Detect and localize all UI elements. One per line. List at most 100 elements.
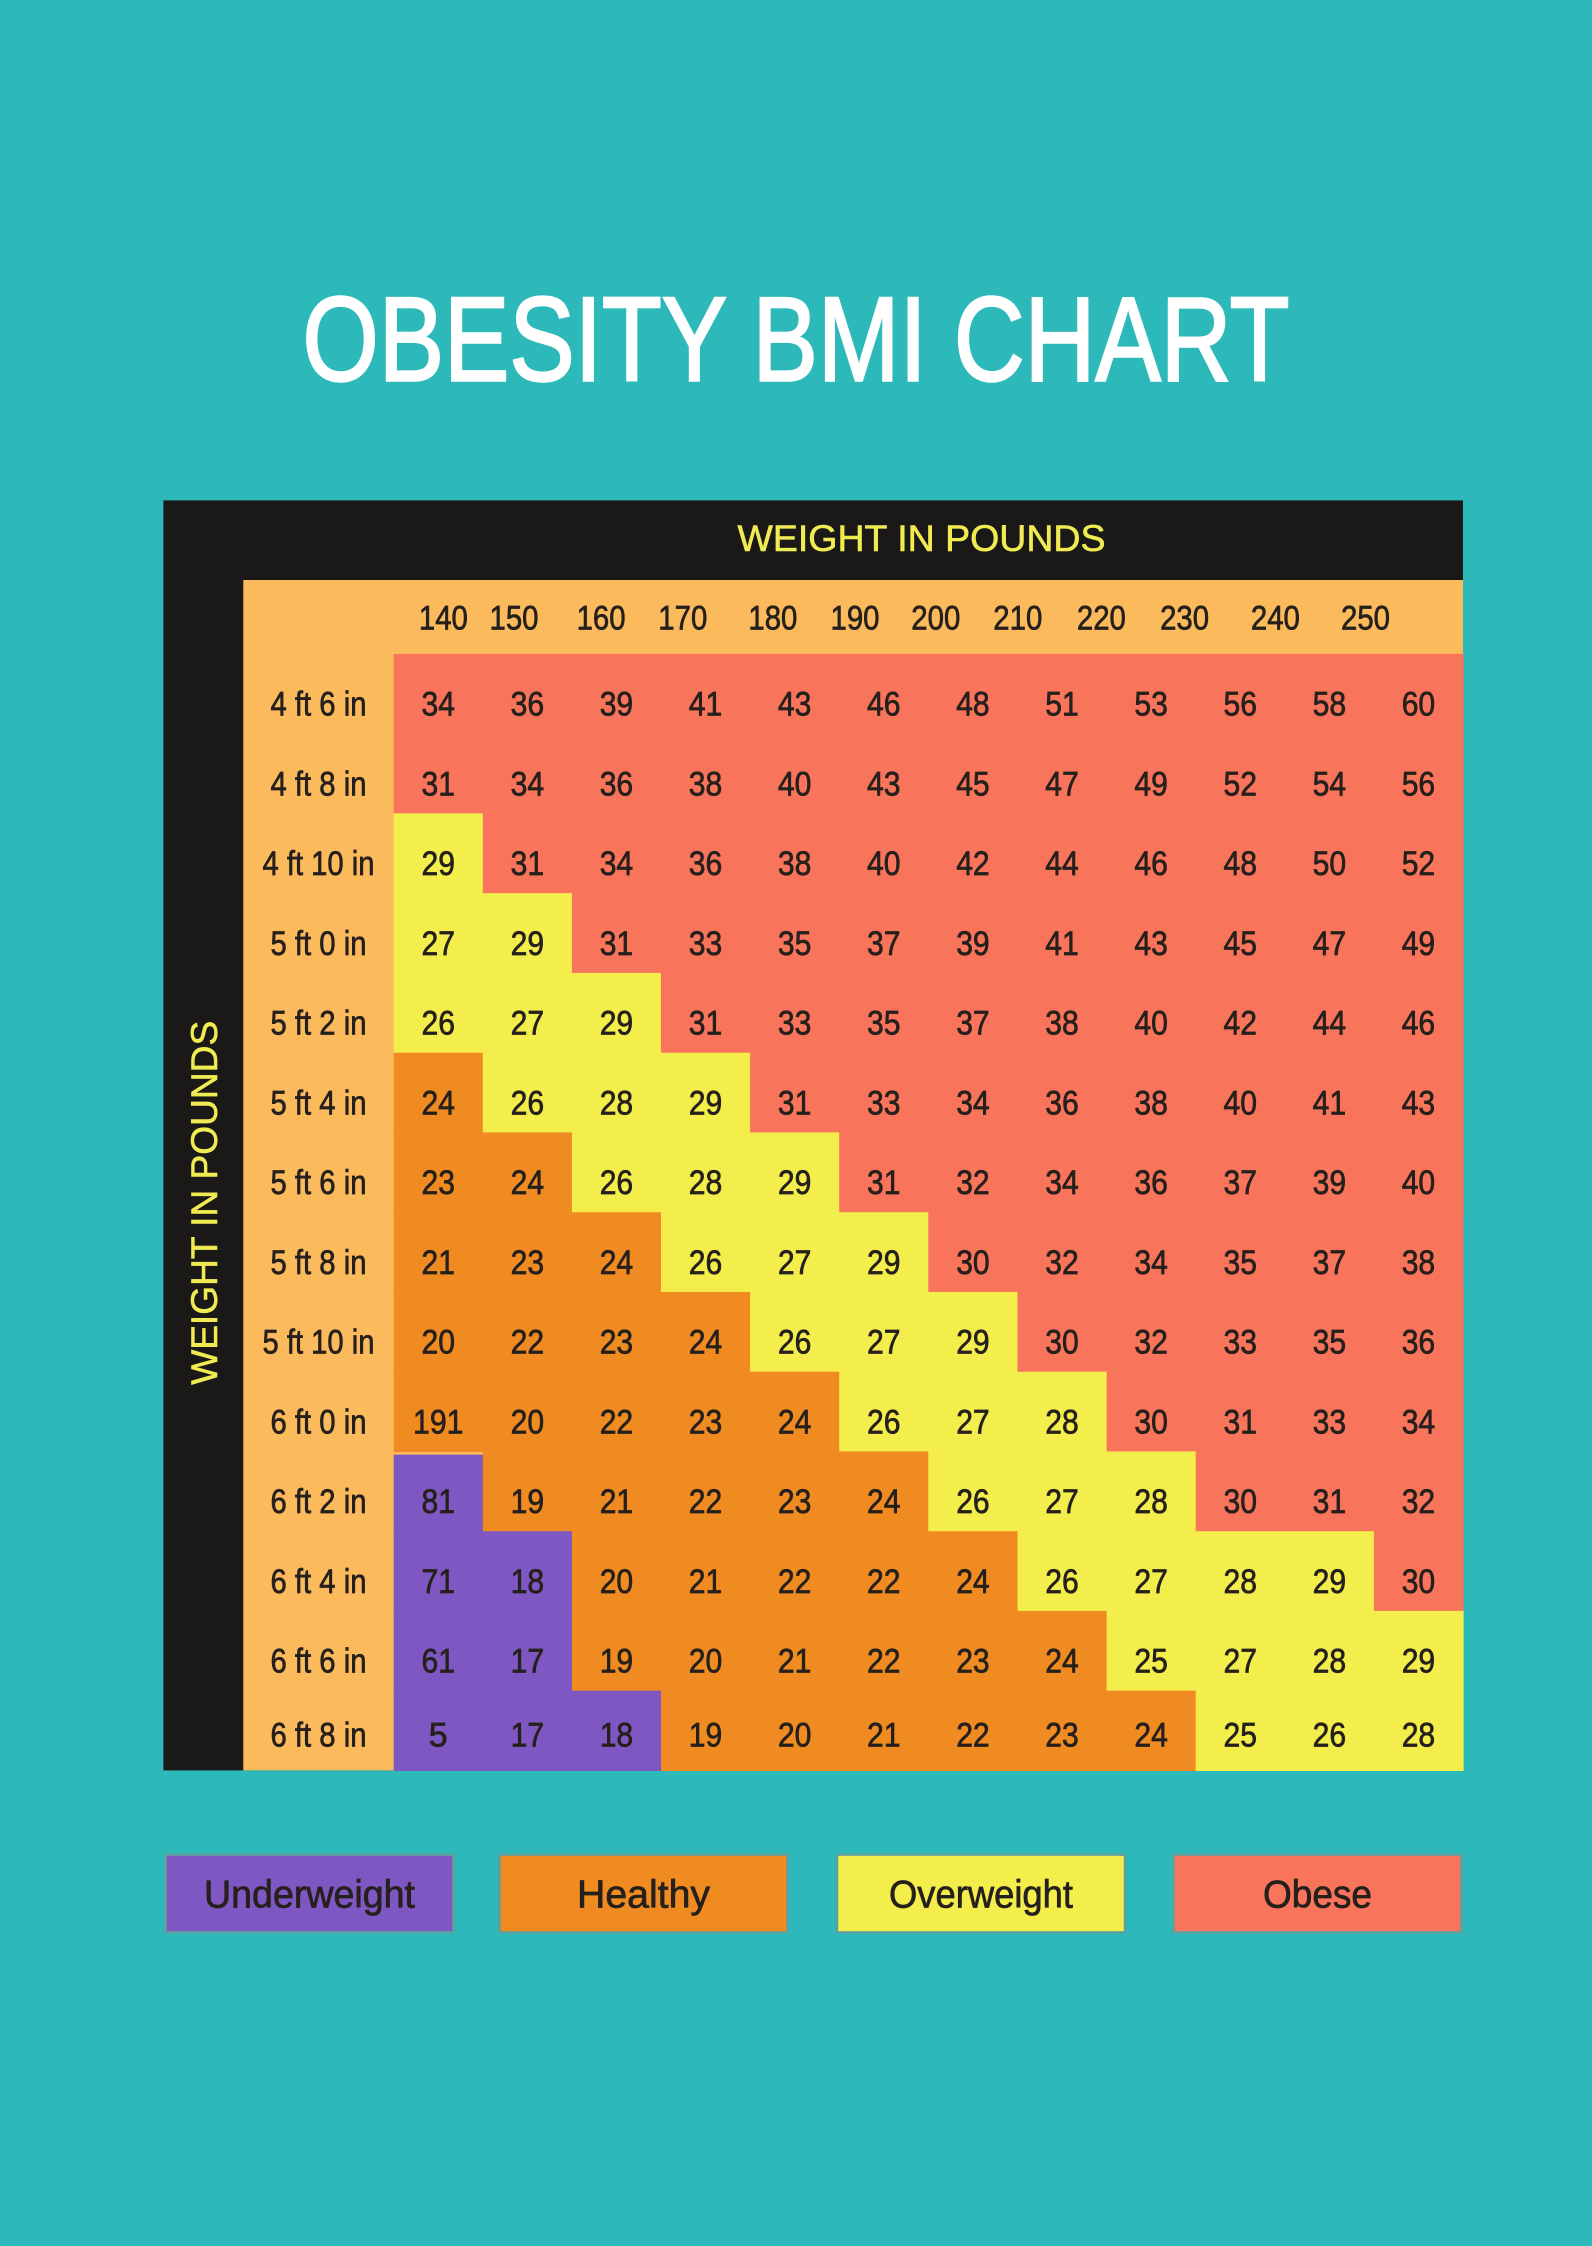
svg-text:52: 52 [1224, 765, 1258, 803]
svg-text:32: 32 [1402, 1483, 1436, 1521]
svg-text:29: 29 [1402, 1643, 1436, 1681]
svg-text:38: 38 [1045, 1005, 1079, 1043]
svg-text:28: 28 [689, 1164, 723, 1202]
svg-text:61: 61 [422, 1643, 456, 1681]
svg-text:36: 36 [689, 845, 723, 883]
svg-text:250: 250 [1341, 600, 1390, 638]
svg-text:191: 191 [413, 1404, 464, 1442]
svg-text:5: 5 [429, 1717, 448, 1755]
svg-text:46: 46 [1402, 1005, 1436, 1043]
svg-text:22: 22 [867, 1643, 901, 1681]
svg-text:31: 31 [689, 1005, 723, 1043]
svg-text:37: 37 [1313, 1244, 1347, 1282]
svg-text:170: 170 [658, 600, 707, 638]
svg-text:31: 31 [511, 845, 544, 883]
svg-text:38: 38 [1402, 1244, 1436, 1282]
svg-text:46: 46 [867, 686, 901, 724]
svg-text:29: 29 [778, 1164, 812, 1202]
svg-text:5 ft 2 in: 5 ft 2 in [271, 1005, 367, 1043]
svg-text:24: 24 [867, 1483, 901, 1521]
svg-text:28: 28 [1402, 1717, 1436, 1755]
svg-text:27: 27 [1224, 1643, 1258, 1681]
svg-text:24: 24 [778, 1404, 812, 1442]
svg-text:42: 42 [1224, 1005, 1258, 1043]
svg-text:40: 40 [867, 845, 901, 883]
svg-text:4 ft 8 in: 4 ft 8 in [271, 765, 367, 803]
svg-text:190: 190 [831, 600, 880, 638]
svg-text:23: 23 [422, 1164, 456, 1202]
svg-text:21: 21 [778, 1643, 812, 1681]
svg-text:46: 46 [1134, 845, 1168, 883]
svg-text:47: 47 [1313, 925, 1347, 963]
svg-text:37: 37 [956, 1005, 990, 1043]
svg-text:27: 27 [422, 925, 456, 963]
svg-text:28: 28 [600, 1085, 634, 1123]
svg-text:22: 22 [867, 1563, 901, 1601]
svg-text:34: 34 [1045, 1164, 1079, 1202]
svg-text:23: 23 [689, 1404, 723, 1442]
svg-text:230: 230 [1160, 600, 1209, 638]
svg-text:29: 29 [600, 1005, 634, 1043]
svg-text:30: 30 [1134, 1404, 1168, 1442]
svg-text:200: 200 [911, 600, 960, 638]
svg-text:27: 27 [778, 1244, 812, 1282]
svg-text:27: 27 [511, 1005, 544, 1043]
svg-text:43: 43 [778, 686, 812, 724]
svg-text:33: 33 [867, 1085, 901, 1123]
svg-text:24: 24 [689, 1324, 723, 1362]
svg-text:30: 30 [1224, 1483, 1258, 1521]
svg-text:43: 43 [867, 765, 901, 803]
svg-text:180: 180 [748, 600, 797, 638]
svg-text:22: 22 [600, 1404, 634, 1442]
svg-text:31: 31 [867, 1164, 901, 1202]
svg-text:20: 20 [689, 1643, 723, 1681]
svg-text:23: 23 [1045, 1717, 1079, 1755]
svg-text:26: 26 [422, 1005, 456, 1043]
svg-text:22: 22 [511, 1324, 544, 1362]
svg-text:25: 25 [1224, 1717, 1258, 1755]
svg-text:20: 20 [511, 1404, 544, 1442]
svg-text:36: 36 [1402, 1324, 1436, 1362]
svg-text:26: 26 [689, 1244, 723, 1282]
svg-text:32: 32 [1045, 1244, 1079, 1282]
svg-text:39: 39 [1313, 1164, 1347, 1202]
svg-text:21: 21 [867, 1717, 901, 1755]
svg-text:22: 22 [778, 1563, 812, 1601]
svg-text:27: 27 [1045, 1483, 1079, 1521]
svg-text:43: 43 [1134, 925, 1168, 963]
svg-text:33: 33 [689, 925, 723, 963]
svg-text:33: 33 [1313, 1404, 1347, 1442]
svg-text:34: 34 [511, 765, 544, 803]
svg-text:36: 36 [511, 686, 544, 724]
svg-text:58: 58 [1313, 686, 1347, 724]
svg-text:26: 26 [778, 1324, 812, 1362]
svg-text:35: 35 [1224, 1244, 1258, 1282]
svg-text:17: 17 [511, 1717, 544, 1755]
svg-text:28: 28 [1134, 1483, 1168, 1521]
svg-text:31: 31 [1224, 1404, 1258, 1442]
svg-text:Obese: Obese [1263, 1874, 1372, 1917]
svg-text:32: 32 [1134, 1324, 1168, 1362]
svg-text:29: 29 [956, 1324, 990, 1362]
svg-text:44: 44 [1045, 845, 1079, 883]
svg-text:26: 26 [867, 1404, 901, 1442]
svg-text:43: 43 [1402, 1085, 1436, 1123]
svg-text:34: 34 [1134, 1244, 1168, 1282]
svg-text:23: 23 [600, 1324, 634, 1362]
svg-text:54: 54 [1313, 765, 1347, 803]
svg-text:40: 40 [1134, 1005, 1168, 1043]
svg-text:27: 27 [867, 1324, 901, 1362]
svg-text:71: 71 [422, 1563, 456, 1601]
svg-text:29: 29 [689, 1085, 723, 1123]
svg-text:51: 51 [1045, 686, 1079, 724]
svg-text:29: 29 [511, 925, 544, 963]
svg-text:18: 18 [600, 1717, 634, 1755]
svg-text:36: 36 [1134, 1164, 1168, 1202]
svg-text:19: 19 [511, 1483, 544, 1521]
svg-text:23: 23 [778, 1483, 812, 1521]
svg-text:17: 17 [511, 1643, 544, 1681]
svg-text:25: 25 [1134, 1643, 1168, 1681]
svg-text:23: 23 [511, 1244, 544, 1282]
svg-text:24: 24 [422, 1085, 456, 1123]
svg-text:39: 39 [956, 925, 990, 963]
